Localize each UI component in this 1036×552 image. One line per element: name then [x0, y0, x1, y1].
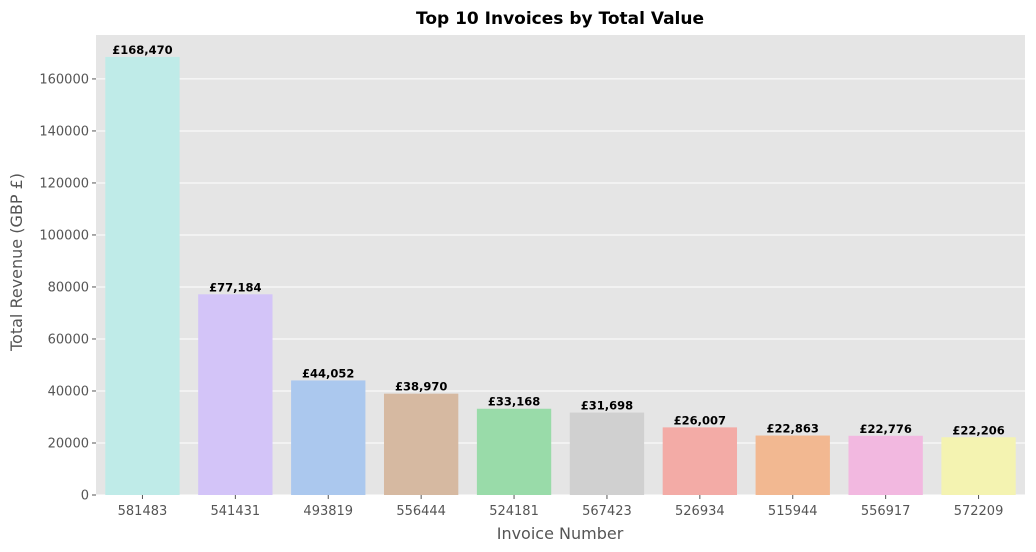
- y-tick-label: 20000: [48, 436, 89, 451]
- data-label: £168,470: [112, 43, 172, 57]
- data-label: £77,184: [209, 280, 261, 294]
- bar-526934: [662, 427, 738, 495]
- x-tick-label: 581483: [118, 504, 168, 519]
- data-label: £31,698: [581, 399, 633, 413]
- bars: [105, 56, 1016, 495]
- bar-515944: [755, 435, 830, 495]
- y-tick-label: 140000: [39, 124, 89, 139]
- x-tick-label: 556444: [396, 504, 446, 519]
- y-tick-label: 0: [81, 489, 89, 504]
- data-labels: £168,470 £77,184 £44,052 £38,970 £33,168 £31,…: [112, 43, 1004, 437]
- y-tick-label: 80000: [48, 280, 89, 295]
- y-tick-label: 120000: [39, 176, 89, 191]
- y-axis-ticks: 0 20000 40000 60000 80000 100000 120000 140000 1…: [39, 72, 96, 504]
- bar-541431: [198, 294, 273, 495]
- bar-567423: [569, 412, 645, 495]
- data-label: £33,168: [488, 395, 540, 409]
- bar-572209: [941, 437, 1016, 495]
- x-axis-ticks: 581483 541431 493819 556444 524181 567423 5269…: [118, 495, 1004, 519]
- bar-581483: [105, 56, 180, 495]
- data-label: £22,863: [767, 422, 819, 436]
- x-tick-label: 567423: [582, 504, 632, 519]
- bar-524181: [476, 408, 552, 495]
- y-axis-label: Total Revenue (GBP £): [7, 173, 26, 352]
- data-label: £44,052: [302, 366, 354, 380]
- x-tick-label: 524181: [489, 504, 539, 519]
- data-label: £22,776: [859, 422, 911, 436]
- y-tick-label: 40000: [48, 384, 89, 399]
- x-axis-label: Invoice Number: [497, 524, 624, 543]
- data-label: £38,970: [395, 380, 447, 394]
- chart-title: Top 10 Invoices by Total Value: [416, 9, 704, 29]
- data-label: £22,206: [952, 423, 1004, 437]
- x-tick-label: 572209: [954, 504, 1004, 519]
- y-tick-label: 160000: [39, 72, 89, 87]
- x-tick-label: 515944: [768, 504, 818, 519]
- x-tick-label: 526934: [675, 504, 725, 519]
- bar-493819: [291, 380, 366, 495]
- data-label: £26,007: [674, 413, 726, 427]
- x-tick-label: 556917: [861, 504, 911, 519]
- x-tick-label: 493819: [303, 504, 353, 519]
- y-tick-label: 60000: [48, 332, 89, 347]
- y-tick-label: 100000: [39, 228, 89, 243]
- bar-556444: [383, 393, 459, 495]
- x-tick-label: 541431: [211, 504, 261, 519]
- bar-556917: [848, 435, 923, 495]
